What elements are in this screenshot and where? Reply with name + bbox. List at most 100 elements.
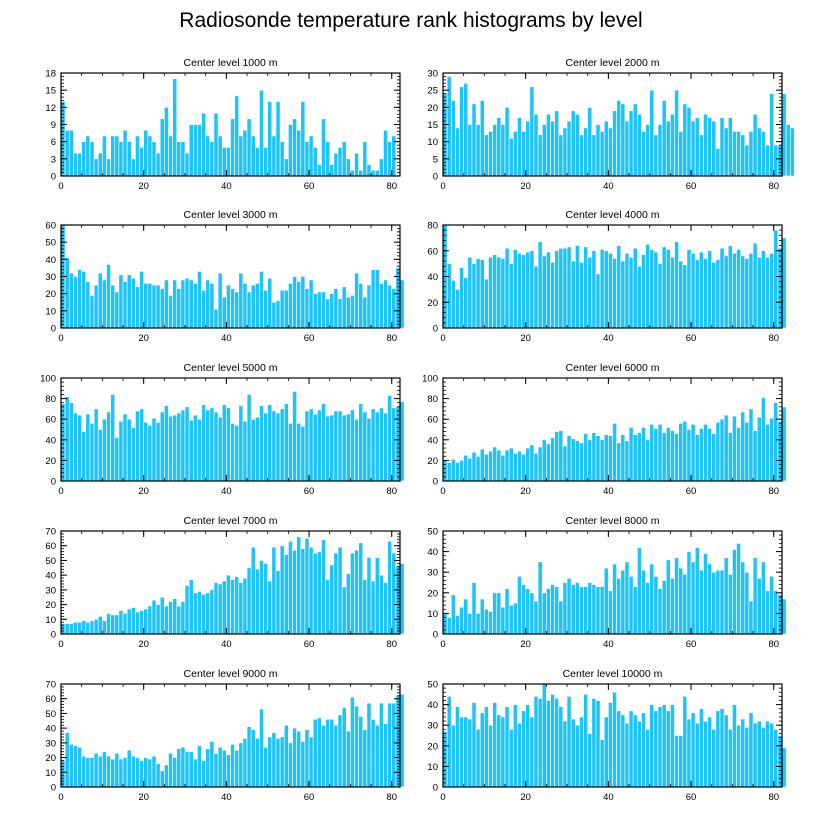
histogram-bar (459, 606, 464, 635)
histogram-bar (479, 259, 485, 329)
histogram-bar (234, 95, 240, 177)
y-tick-label: 80 (427, 221, 438, 232)
histogram-bar (325, 579, 331, 635)
histogram-bar (68, 623, 74, 635)
histogram-bar (719, 569, 725, 635)
histogram-bar (566, 696, 572, 788)
histogram-bar (566, 578, 572, 635)
x-tick-label: 0 (58, 792, 63, 803)
histogram-bar (296, 536, 302, 635)
histogram-bar (350, 409, 355, 482)
histogram-bar (60, 760, 66, 788)
histogram-bar (164, 605, 169, 635)
histogram-bar (130, 427, 136, 482)
histogram-bar (459, 267, 464, 329)
histogram-bar (591, 250, 597, 329)
x-tick-label: 20 (138, 639, 149, 650)
histogram-bar (292, 276, 297, 329)
histogram-bar (64, 623, 70, 635)
histogram-bar (624, 253, 630, 329)
histogram-bar (106, 264, 111, 329)
histogram-bar (657, 424, 663, 482)
histogram-bar (159, 288, 165, 329)
histogram-bar (641, 427, 646, 482)
y-tick-label: 70 (45, 527, 56, 538)
histogram-bar (641, 569, 646, 635)
histogram-bar (446, 617, 452, 635)
histogram-bar (674, 735, 679, 788)
histogram-bar (304, 288, 310, 329)
y-tick-label: 0 (51, 172, 56, 183)
histogram-bar (777, 144, 783, 177)
histogram-bar (126, 274, 132, 329)
histogram-bar (533, 113, 539, 177)
histogram-bar (143, 421, 149, 482)
histogram-bar (93, 284, 99, 329)
x-tick-label: 80 (768, 486, 779, 497)
panel-title: Center level 5000 m (184, 362, 278, 374)
histogram-bar (184, 585, 190, 635)
histogram-bar (263, 746, 269, 788)
histogram-bar (591, 584, 597, 635)
histogram-bar (649, 89, 655, 177)
x-tick-label: 0 (440, 333, 445, 344)
histogram-bar (612, 423, 617, 482)
y-tick-label: 0 (51, 783, 56, 794)
x-tick-label: 80 (386, 639, 397, 650)
histogram-bar (599, 439, 605, 482)
histogram-bar (246, 291, 252, 329)
histogram-bar (595, 273, 601, 329)
histogram-bar (475, 124, 481, 177)
y-tick-label: 15 (45, 86, 56, 97)
histogram-bar (703, 720, 708, 788)
histogram-bar (699, 251, 704, 329)
histogram-bar (246, 118, 252, 177)
histogram-bar (703, 553, 708, 635)
histogram-bar (541, 255, 547, 329)
histogram-bar (304, 729, 310, 788)
y-tick-label: 60 (427, 415, 438, 426)
histogram-bar (475, 455, 481, 482)
histogram-bar (263, 289, 269, 329)
histogram-bar (188, 124, 194, 177)
histogram-bar (686, 718, 692, 788)
histogram-bar (752, 722, 758, 788)
histogram-bar (135, 286, 140, 329)
histogram-bar (197, 418, 202, 482)
histogram-bar (122, 413, 128, 482)
histogram-bar (85, 135, 91, 177)
histogram-bar (325, 719, 331, 788)
histogram-bar (379, 158, 384, 177)
histogram-bar (226, 147, 231, 177)
histogram-bar (608, 435, 613, 482)
histogram-bar (442, 460, 448, 482)
histogram-bar (570, 260, 576, 329)
histogram-bar (188, 419, 194, 482)
histogram-bar (463, 277, 469, 329)
histogram-bar (292, 118, 297, 177)
histogram-bar (213, 308, 219, 329)
y-tick-label: 10 (427, 762, 438, 773)
x-tick-label: 80 (768, 792, 779, 803)
histogram-bar (143, 608, 149, 635)
histogram-bar (719, 418, 725, 482)
histogram-bar (180, 409, 186, 482)
histogram-bar (773, 729, 779, 788)
histogram-bar (77, 746, 82, 788)
histogram-bar (89, 620, 95, 635)
histogram-bar (226, 574, 231, 635)
histogram-bar (275, 101, 281, 177)
histogram-bar (740, 255, 746, 329)
histogram-bar (399, 279, 405, 329)
histogram-bar (176, 412, 182, 482)
histogram-bar (399, 401, 405, 482)
histogram-bar (337, 147, 343, 177)
histogram-bar (159, 411, 165, 482)
histogram-bar (168, 415, 173, 482)
histogram-panel: Center level 8000 m 0 20 40 60 80 0 10 20 30 40 50 (427, 515, 787, 650)
histogram-bar (711, 120, 717, 177)
histogram-bar (230, 288, 235, 329)
histogram-bar (682, 420, 688, 482)
histogram-bar (533, 265, 539, 329)
histogram-bar (591, 698, 597, 788)
